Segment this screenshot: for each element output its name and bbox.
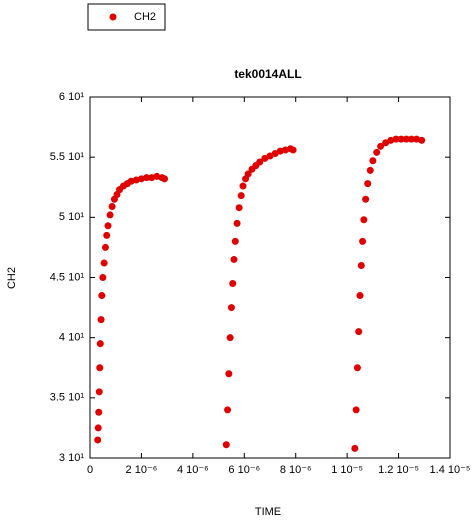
point xyxy=(161,175,169,183)
point xyxy=(392,135,400,143)
point xyxy=(373,148,381,156)
x-axis-label: TIME xyxy=(255,506,281,518)
x-tick-label: 0 xyxy=(87,464,93,476)
point xyxy=(369,157,377,165)
point xyxy=(352,406,360,414)
point xyxy=(362,195,370,203)
point xyxy=(225,370,233,378)
legend-label: CH2 xyxy=(134,11,156,23)
point xyxy=(356,292,364,300)
point xyxy=(244,170,252,178)
point xyxy=(397,135,405,143)
x-tick-label: 4 10⁻⁶ xyxy=(177,464,209,476)
point xyxy=(98,292,106,300)
point xyxy=(143,174,151,182)
point xyxy=(108,203,116,211)
point xyxy=(402,135,410,143)
point xyxy=(95,408,103,416)
y-tick-label: 5 10¹ xyxy=(59,211,84,223)
point xyxy=(100,259,108,267)
point xyxy=(106,211,114,219)
point xyxy=(96,340,104,348)
x-tick-label: 1.4 10⁻⁵ xyxy=(430,464,471,476)
point xyxy=(235,204,243,212)
point xyxy=(418,136,426,144)
point xyxy=(239,182,247,190)
point xyxy=(237,192,245,200)
point xyxy=(104,222,112,230)
point xyxy=(226,334,234,342)
y-tick-label: 3 10¹ xyxy=(59,452,84,464)
point xyxy=(377,142,385,150)
point xyxy=(96,364,104,372)
point xyxy=(364,180,372,188)
point xyxy=(233,219,241,227)
point xyxy=(360,216,368,224)
point xyxy=(101,243,109,251)
point xyxy=(99,274,107,281)
point xyxy=(230,255,238,263)
point xyxy=(351,444,359,452)
point xyxy=(94,424,102,432)
point xyxy=(359,237,367,245)
point xyxy=(222,441,230,449)
plot-frame xyxy=(89,96,451,459)
x-tick-label: 2 10⁻⁶ xyxy=(126,464,158,476)
legend-marker xyxy=(109,13,117,21)
y-axis-label: CH2 xyxy=(6,267,18,289)
y-tick-label: 5.5 10¹ xyxy=(50,151,85,163)
x-tick-label: 1.2 10⁻⁵ xyxy=(378,464,419,476)
legend-box xyxy=(87,3,166,31)
x-tick-label: 6 10⁻⁶ xyxy=(228,464,260,476)
point xyxy=(366,166,374,174)
y-tick-label: 4.5 10¹ xyxy=(50,271,85,283)
y-tick-label: 3.5 10¹ xyxy=(50,392,85,404)
point xyxy=(227,304,235,312)
x-tick-label: 8 10⁻⁶ xyxy=(280,464,312,476)
point xyxy=(97,316,105,324)
point xyxy=(357,261,365,269)
point xyxy=(355,328,363,336)
point xyxy=(95,388,103,396)
point xyxy=(353,364,361,372)
point xyxy=(289,146,297,154)
point xyxy=(407,135,415,143)
x-tick-label: 1 10⁻⁵ xyxy=(331,464,363,476)
point xyxy=(231,237,239,245)
point xyxy=(103,231,111,239)
chart-title: tek0014ALL xyxy=(234,67,301,81)
y-tick-label: 4 10¹ xyxy=(59,332,84,344)
point xyxy=(224,406,232,414)
y-tick-label: 6 10¹ xyxy=(59,91,84,103)
point xyxy=(256,158,264,166)
point xyxy=(229,280,237,288)
point xyxy=(94,436,102,444)
